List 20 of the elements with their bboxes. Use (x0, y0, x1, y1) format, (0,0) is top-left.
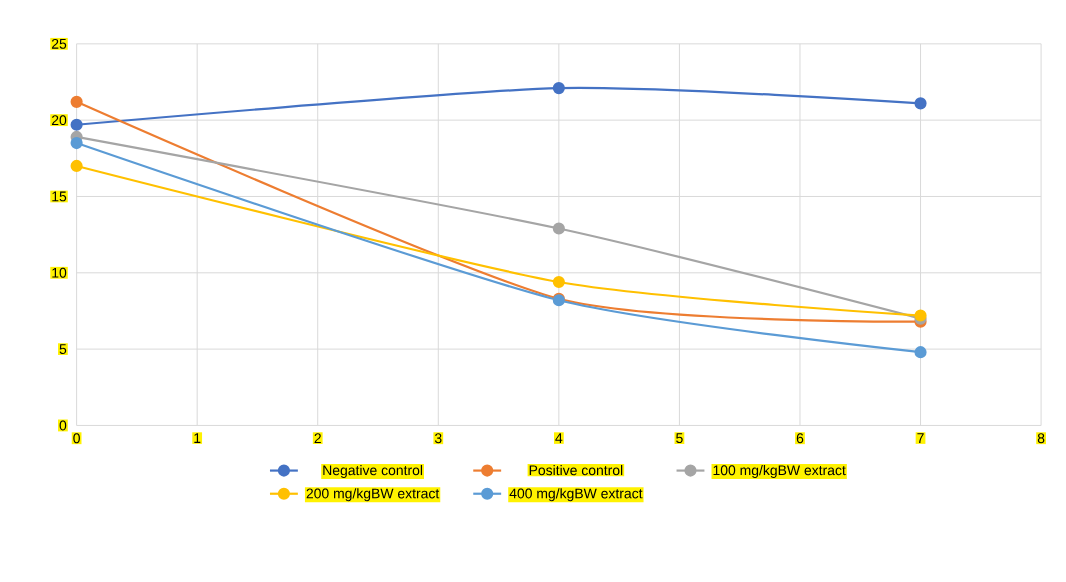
legend-label: 200 mg/kgBW extract (306, 488, 440, 502)
x-tick-label: 6 (796, 433, 804, 444)
y-tick-label: 5 (59, 344, 67, 355)
x-tick-label: 3 (434, 433, 442, 444)
legend-label: 100 mg/kgBW extract (713, 465, 846, 479)
legend-label: Positive control (529, 465, 623, 476)
y-tick-label: 25 (51, 38, 67, 49)
y-tick-label: 10 (52, 267, 67, 278)
x-tick-label: 8 (1037, 433, 1045, 444)
y-tick-label: 0 (59, 420, 67, 431)
x-tick-label: 5 (676, 433, 683, 444)
y-tick-label: 15 (52, 191, 67, 202)
x-tick-label: 7 (917, 433, 924, 443)
x-tick-label: 0 (73, 433, 80, 444)
legend-label: 400 mg/kgBW extract (509, 488, 643, 502)
y-tick-label: 20 (51, 115, 67, 126)
x-tick-label: 2 (314, 433, 321, 444)
x-tick-label: 1 (194, 433, 201, 443)
legend-label: Negative control (323, 465, 423, 479)
x-tick-label: 4 (555, 433, 563, 443)
